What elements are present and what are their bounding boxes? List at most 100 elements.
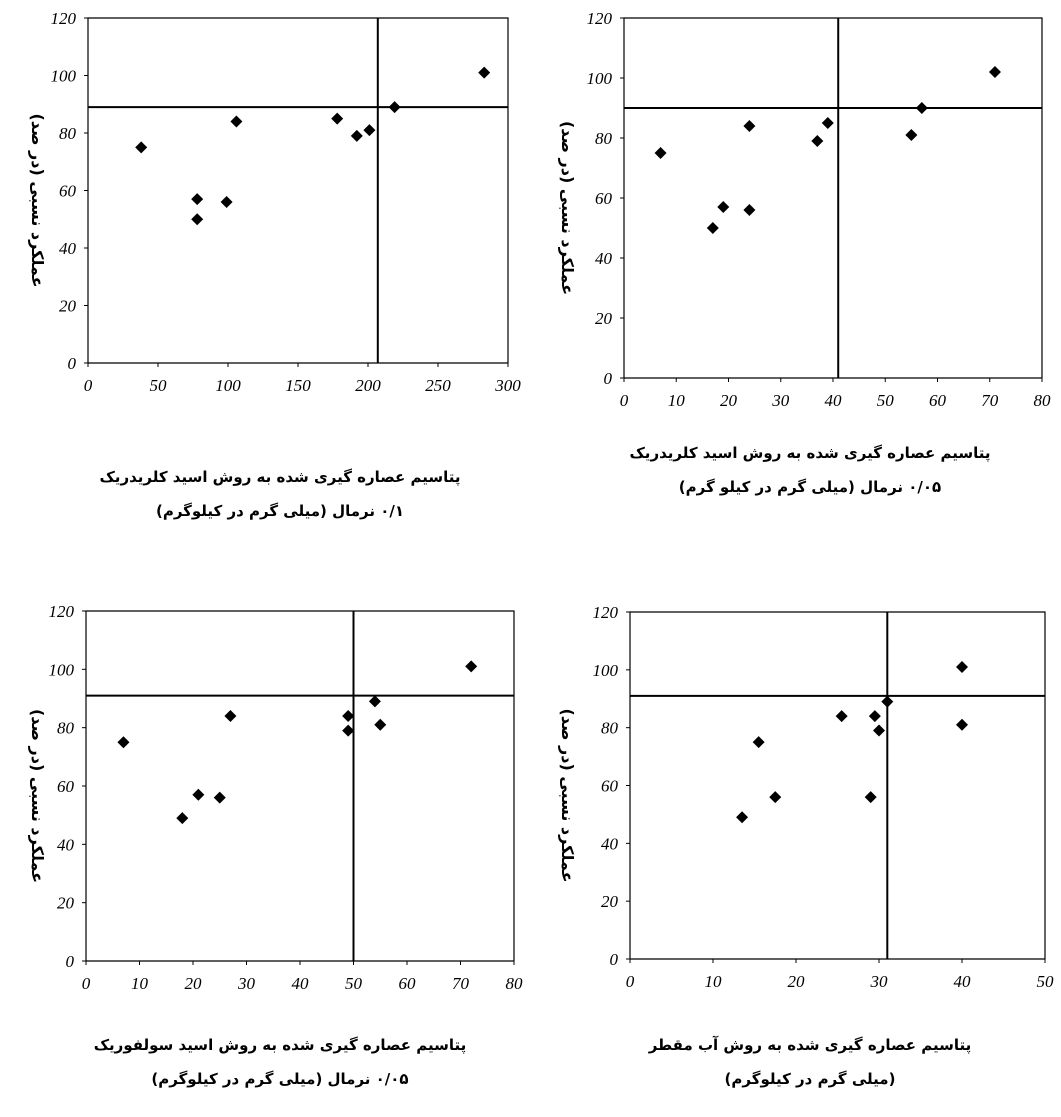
data-point xyxy=(191,213,204,226)
chart-panel-3: 0 20 40 60 80 100 120 0 10 20 30 40 50 60 70 80 عملکرد ن… xyxy=(0,590,530,1117)
chart-panel-2: 0 20 40 60 80 100 120 0 10 20 30 40 50 60 70 80 عملکرد ن… xyxy=(530,0,1061,558)
x-tick-label: 300 xyxy=(494,376,521,395)
y-tick-label: 120 xyxy=(587,9,613,28)
x-tick-label: 50 xyxy=(1037,972,1055,991)
data-point xyxy=(230,115,243,128)
data-point xyxy=(873,724,885,737)
data-point xyxy=(743,120,756,132)
x-tick-label: 0 xyxy=(82,974,91,993)
x-tick-label: 150 xyxy=(285,376,311,395)
y-tick-label: 120 xyxy=(49,602,75,621)
y-axis-title: عملکرد نسبی (در صد) xyxy=(558,708,577,882)
data-point xyxy=(769,791,782,804)
y-tick-label: 0 xyxy=(604,369,613,388)
data-point xyxy=(135,141,148,154)
y-tick-label: 60 xyxy=(601,777,619,796)
y-tick-label: 20 xyxy=(601,892,619,911)
x-tick-label: 40 xyxy=(954,972,972,991)
data-point xyxy=(465,660,478,673)
y-tick-label: 40 xyxy=(595,249,613,268)
y-tick-label: 60 xyxy=(59,182,77,201)
scatter-chart-2: 0 20 40 60 80 100 120 0 10 20 30 40 50 60 70 80 عملکرد ن… xyxy=(558,9,1052,410)
data-point xyxy=(743,204,756,216)
y-tick-label: 80 xyxy=(57,719,75,738)
y-tick-label: 80 xyxy=(601,719,619,738)
data-point xyxy=(363,124,376,137)
chart-panel-4: 0 20 40 60 80 100 120 0 10 20 30 40 50 عملکرد نسبی (د… xyxy=(530,590,1061,1117)
x-tick-label: 80 xyxy=(506,974,524,993)
y-tick-label: 0 xyxy=(68,354,77,373)
x-tick-label: 40 xyxy=(292,974,310,993)
x-tick-label: 60 xyxy=(929,391,947,410)
x-axis-title-line-1: پتاسیم عصاره گیری شده به روش اسید کلریدر… xyxy=(99,468,461,486)
y-tick-label: 120 xyxy=(51,9,77,28)
data-point xyxy=(368,695,381,708)
x-tick-label: 70 xyxy=(452,974,470,993)
x-axis-title-line-1: پتاسیم عصاره گیری شده به روش اسید کلریدر… xyxy=(629,444,991,462)
x-tick-label: 20 xyxy=(720,391,738,410)
y-tick-label: 100 xyxy=(51,67,77,86)
data-point xyxy=(342,710,355,722)
data-point xyxy=(192,788,205,801)
y-tick-label: 40 xyxy=(601,834,619,853)
x-tick-label: 10 xyxy=(668,391,686,410)
x-axis-title-2: پتاسیم عصاره گیری شده به روش اسید کلریدر… xyxy=(570,436,1050,504)
y-tick-label: 100 xyxy=(593,661,619,680)
data-point xyxy=(811,135,824,147)
data-point xyxy=(868,710,881,723)
y-tick-label: 40 xyxy=(57,835,75,854)
data-point xyxy=(956,660,968,673)
x-tick-label: 0 xyxy=(626,972,635,991)
data-point xyxy=(905,129,918,141)
scatter-chart-4: 0 20 40 60 80 100 120 0 10 20 30 40 50 عملکرد نسبی (د… xyxy=(558,603,1055,991)
data-point xyxy=(374,718,387,731)
y-tick-label: 20 xyxy=(59,297,77,316)
x-tick-label: 200 xyxy=(355,376,381,395)
chart-panel-1: 0 20 40 60 80 100 120 0 50 100 150 200 250 300 عملکرد … xyxy=(0,0,530,558)
x-axis-title-line-2: ۰/۱ نرمال (میلی گرم در کیلوگرم) xyxy=(155,502,405,520)
x-tick-label: 20 xyxy=(185,974,203,993)
data-point xyxy=(342,724,355,737)
scatter-chart-1: 0 20 40 60 80 100 120 0 50 100 150 200 250 300 عملکرد … xyxy=(28,9,521,395)
data-point xyxy=(213,791,226,804)
y-tick-label: 120 xyxy=(593,603,619,622)
x-axis-title-3: پتاسیم عصاره گیری شده به روش اسید سولفور… xyxy=(40,1028,520,1096)
x-tick-label: 80 xyxy=(1034,391,1052,410)
y-tick-label: 80 xyxy=(59,124,77,143)
x-tick-label: 250 xyxy=(425,376,451,395)
data-point xyxy=(478,66,491,79)
data-point xyxy=(331,112,344,125)
y-tick-label: 0 xyxy=(610,950,619,969)
data-point xyxy=(988,66,1001,78)
x-tick-label: 0 xyxy=(620,391,629,410)
x-tick-label: 10 xyxy=(705,972,723,991)
plot-frame xyxy=(87,17,509,363)
data-point xyxy=(176,812,189,825)
y-tick-label: 0 xyxy=(66,952,75,971)
x-tick-label: 50 xyxy=(150,376,168,395)
data-point xyxy=(864,791,877,804)
y-tick-label: 60 xyxy=(595,189,613,208)
x-axis-title-line-1: پتاسیم عصاره گیری شده به روش اسید سولفور… xyxy=(93,1036,467,1054)
data-point xyxy=(717,201,730,213)
scatter-chart-3: 0 20 40 60 80 100 120 0 10 20 30 40 50 60 70 80 عملکرد ن… xyxy=(28,602,524,993)
y-tick-label: 100 xyxy=(587,69,613,88)
x-tick-label: 30 xyxy=(870,972,889,991)
data-point xyxy=(956,718,968,731)
x-tick-label: 50 xyxy=(877,391,895,410)
x-axis-title-line-1: پتاسیم عصاره گیری شده به روش آب مقطر xyxy=(648,1036,972,1054)
x-tick-label: 100 xyxy=(215,376,241,395)
plot-frame xyxy=(623,17,1043,378)
y-axis-title: عملکرد نسبی (در صد) xyxy=(28,113,47,287)
x-axis-title-1: پتاسیم عصاره گیری شده به روش اسید کلریدر… xyxy=(40,460,520,528)
data-point xyxy=(915,102,928,114)
x-axis-title-line-2: ۰/۰۵ نرمال (میلی گرم در کیلو گرم) xyxy=(678,478,942,496)
x-tick-label: 30 xyxy=(771,391,790,410)
plot-frame xyxy=(629,611,1046,959)
x-tick-label: 70 xyxy=(981,391,999,410)
x-axis-title-line-2: ۰/۰۵ نرمال (میلی گرم در کیلوگرم) xyxy=(151,1070,409,1088)
y-tick-label: 40 xyxy=(59,239,77,258)
data-point xyxy=(224,710,237,722)
data-point xyxy=(736,811,749,824)
y-tick-label: 20 xyxy=(595,309,613,328)
